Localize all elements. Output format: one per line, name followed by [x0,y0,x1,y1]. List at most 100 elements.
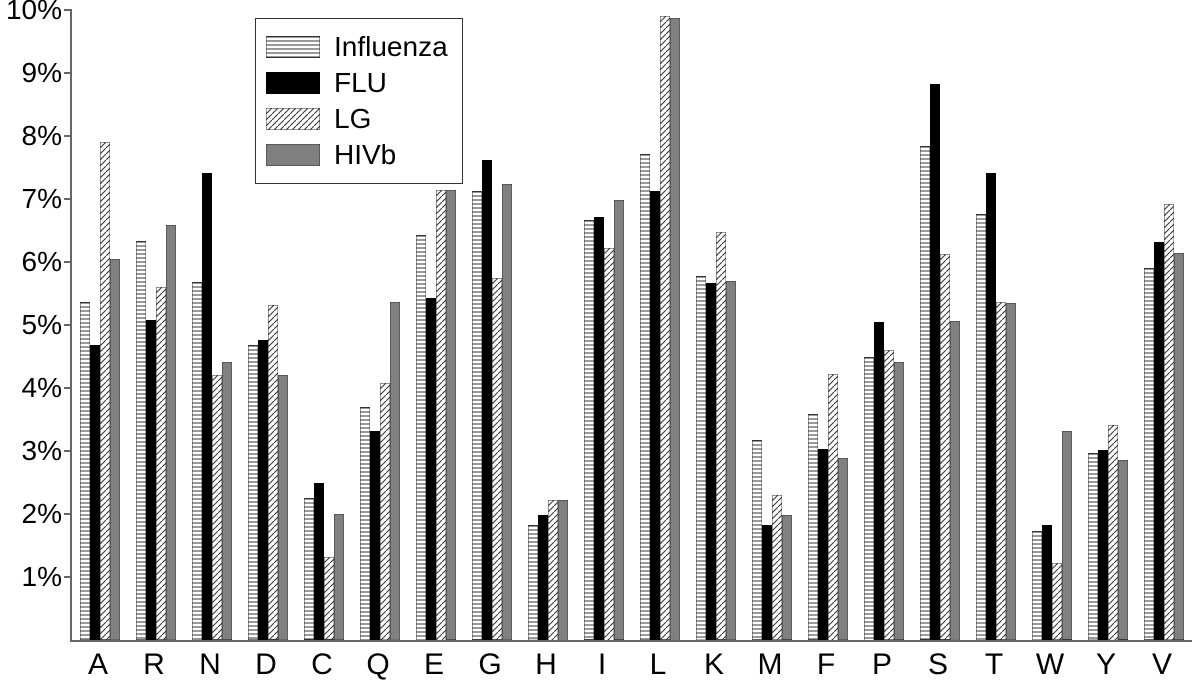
bar [772,495,782,640]
bars-layer [72,10,1192,640]
bar [90,345,100,640]
x-tick-label: I [598,648,606,682]
bar [426,298,436,640]
legend-swatch [266,36,320,58]
bar [258,340,268,640]
bar [762,525,772,640]
bar [1144,268,1154,640]
y-tick [64,198,72,200]
x-tick-label: R [143,648,165,682]
y-tick-label: 10% [6,0,62,26]
bar [1052,563,1062,640]
y-tick [64,324,72,326]
bar [202,173,212,640]
bar [304,498,314,640]
bar [100,142,110,640]
y-tick-label: 5% [22,309,62,341]
bar [996,302,1006,640]
x-tick-label: E [424,648,444,682]
bar [334,514,344,640]
bar [594,217,604,640]
bar [380,383,390,640]
bar [1174,253,1184,640]
bar [670,18,680,640]
y-tick-label: 2% [22,498,62,530]
x-tick-label: Y [1096,648,1116,682]
bar [1164,204,1174,640]
bar [884,350,894,640]
x-tick-label: M [758,648,783,682]
bar [136,241,146,640]
bar [1098,450,1108,640]
bar [1118,460,1128,640]
bar [660,16,670,640]
bar [1042,525,1052,640]
bar [222,362,232,640]
bar [80,302,90,640]
x-axis-labels: ARNDCQEGHILKMFPSTWYV [70,642,1190,692]
x-tick-label: K [704,648,724,682]
x-tick-label: S [928,648,948,682]
bar [436,190,446,640]
x-tick-label: F [817,648,835,682]
x-tick-label: N [199,648,221,682]
bar [192,282,202,640]
bar [528,525,538,640]
y-tick [64,450,72,452]
bar [650,191,660,640]
y-tick [64,576,72,578]
x-tick-label: V [1152,648,1172,682]
bar [314,483,324,640]
bar [548,500,558,640]
bar [492,278,502,640]
bar [706,283,716,640]
bar [818,449,828,640]
bar [920,146,930,640]
bar [278,375,288,640]
bar [696,276,706,640]
bar [894,362,904,640]
bar-chart: 1%2%3%4%5%6%7%8%9%10% ARNDCQEGHILKMFPSTW… [0,0,1200,693]
bar [166,225,176,640]
bar [324,557,334,640]
bar [446,190,456,640]
bar [156,287,166,640]
x-tick-label: W [1036,648,1064,682]
bar [538,515,548,640]
bar [1062,431,1072,640]
x-tick-label: C [311,648,333,682]
bar [752,440,762,640]
bar [1088,453,1098,640]
bar [1108,425,1118,640]
bar [838,458,848,640]
x-tick-label: H [535,648,557,682]
legend: InfluenzaFLULGHIVb [255,18,463,184]
bar [828,374,838,640]
y-tick-label: 6% [22,246,62,278]
y-tick-label: 8% [22,120,62,152]
bar [482,160,492,640]
x-tick-label: G [478,648,501,682]
plot-area [70,10,1192,642]
bar [986,173,996,640]
bar [874,322,884,640]
y-tick-label: 4% [22,372,62,404]
bar [472,191,482,640]
legend-label: HIVb [334,139,396,171]
bar [1154,242,1164,640]
legend-label: LG [334,103,371,135]
bar [640,154,650,640]
x-tick-label: P [872,648,892,682]
y-tick [64,135,72,137]
y-tick-label: 7% [22,183,62,215]
bar [390,302,400,640]
bar [940,254,950,640]
y-tick-label: 1% [22,561,62,593]
y-tick [64,387,72,389]
bar [502,184,512,640]
x-tick-label: D [255,648,277,682]
bar [930,84,940,640]
bar [360,407,370,640]
bar [976,214,986,641]
bar [604,248,614,640]
